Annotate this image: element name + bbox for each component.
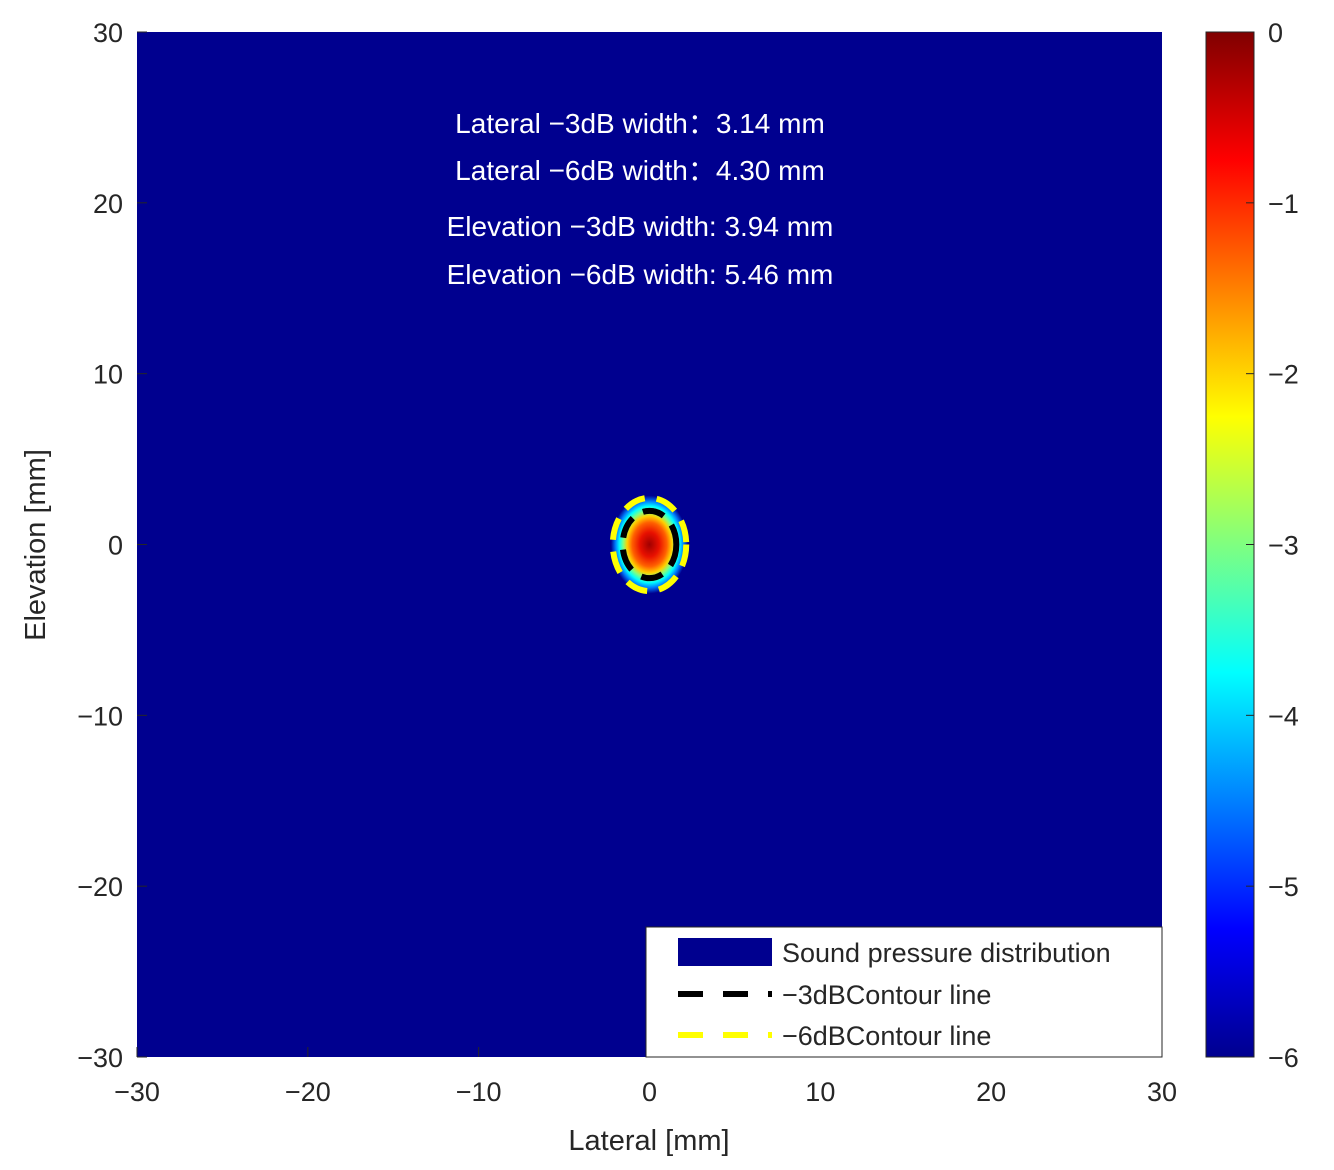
colorbar-tick-label: −5 — [1268, 872, 1299, 902]
colorbar-tick-label: −2 — [1268, 360, 1299, 390]
x-tick-label: 10 — [805, 1077, 835, 1107]
x-tick-label: −30 — [114, 1077, 160, 1107]
y-tick-label: 30 — [93, 18, 123, 48]
legend-label: −6dBContour line — [782, 1021, 991, 1051]
y-tick-label: 20 — [93, 189, 123, 219]
y-tick-label: 0 — [108, 531, 123, 561]
x-tick-label: 30 — [1147, 1077, 1177, 1107]
colorbar-tick-label: −4 — [1268, 701, 1299, 731]
y-axis-label: Elevation [mm] — [20, 449, 52, 641]
colorbar-tick-label: 0 — [1268, 18, 1283, 48]
legend-label: Sound pressure distribution — [782, 938, 1111, 968]
axes-layer: −30 −20 −10 0 10 20 30 −30 −20 −10 0 10 20 30 — [77, 18, 1177, 1107]
annotation-text: Lateral −3dB width：3.14 mm — [455, 108, 825, 139]
x-tick-label: −10 — [456, 1077, 502, 1107]
annotation-text: Lateral −6dB width：4.30 mm — [455, 155, 825, 186]
legend: Sound pressure distribution −3dBContour l… — [645, 926, 1163, 1058]
pressure-spot-layer — [609, 494, 690, 595]
y-tick-label: −10 — [77, 701, 123, 731]
y-tick-label: −30 — [77, 1043, 123, 1073]
y-tick-label: −20 — [77, 872, 123, 902]
y-tick-label: 10 — [93, 360, 123, 390]
contour-3db — [619, 507, 680, 582]
x-axis-label: Lateral [mm] — [568, 1125, 729, 1157]
annotation-text: Elevation −6dB width: 5.46 mm — [447, 259, 834, 290]
contour-6db — [609, 494, 690, 595]
x-tick-label: 20 — [976, 1077, 1006, 1107]
legend-label: −3dBContour line — [782, 980, 991, 1010]
colorbar-tick-label: −3 — [1268, 531, 1299, 561]
colorbar-tick-label: −1 — [1268, 189, 1299, 219]
annotations-layer: Lateral −3dB width：3.14 mm Lateral −6dB w… — [447, 108, 834, 290]
x-tick-label: −20 — [285, 1077, 331, 1107]
colorbar: 0 −1 −2 −3 −4 −5 −6 — [1205, 18, 1299, 1073]
x-tick-label: 0 — [642, 1077, 657, 1107]
legend-swatch — [678, 938, 772, 966]
colorbar-tick-label: −6 — [1268, 1043, 1299, 1073]
annotation-text: Elevation −3dB width: 3.94 mm — [447, 211, 834, 242]
